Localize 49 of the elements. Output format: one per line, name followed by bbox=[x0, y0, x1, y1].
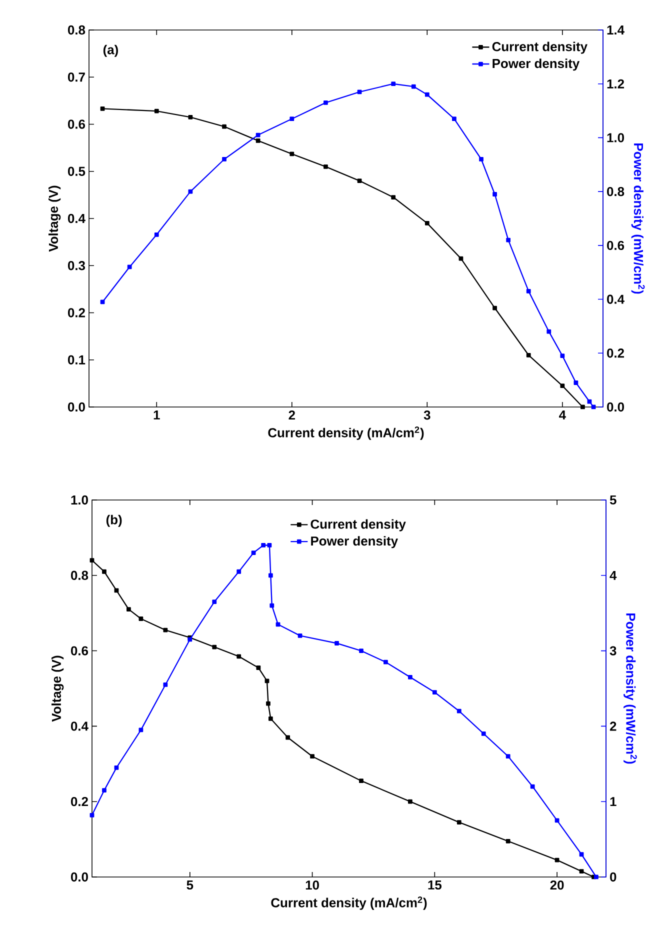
y2-tick-label: 0.6 bbox=[607, 240, 624, 250]
y-axis-title: Voltage (V) bbox=[48, 186, 61, 252]
y2-tick-label: 1 bbox=[610, 797, 616, 806]
y-tick-label: 0.6 bbox=[70, 646, 88, 656]
y-tick-label: 0.2 bbox=[68, 308, 85, 318]
y2-axis-title: Power density (mW/cm$^{2}$) bbox=[631, 144, 645, 294]
y2-tick-label: 0.4 bbox=[607, 294, 624, 304]
y-tick-label: 0.8 bbox=[68, 25, 86, 35]
x-axis-title: Current density (mA/cm$^{2}$) bbox=[268, 426, 424, 440]
annotation: (b) bbox=[106, 514, 122, 527]
x-axis-title: Current density (mA/cm$^{2}$) bbox=[271, 896, 427, 910]
x-tick-label: 3 bbox=[424, 410, 430, 420]
y2-tick-label: 3 bbox=[610, 646, 616, 656]
x-tick-label: 15 bbox=[428, 880, 442, 890]
y-tick-label: 0.2 bbox=[70, 797, 88, 806]
text: 1.0 bbox=[71, 495, 88, 505]
legend-label: Current density bbox=[310, 519, 406, 532]
y2-tick-label: 1.2 bbox=[607, 79, 624, 88]
legend-label: Power density bbox=[311, 536, 398, 548]
x-tick-label: 20 bbox=[550, 880, 564, 890]
y2-tick-label: 0 bbox=[610, 872, 616, 882]
x-tick-label: 10 bbox=[306, 880, 319, 890]
x-tick-label: 5 bbox=[186, 880, 194, 890]
annotation: (a) bbox=[103, 44, 118, 57]
y2-axis-title: Power density (mW/cm$^{2}$) bbox=[624, 614, 637, 764]
y2-tick-label: 1.4 bbox=[607, 26, 624, 34]
y-tick-label: 0.5 bbox=[68, 166, 86, 176]
y-tick-label: 0.3 bbox=[68, 261, 86, 270]
y-tick-label: 0.4 bbox=[70, 722, 88, 731]
y2-tick-label: 0.2 bbox=[607, 348, 624, 358]
y-tick-label: 0.4 bbox=[68, 214, 86, 224]
x-tick-label: 4 bbox=[559, 410, 566, 420]
text: 0.0 bbox=[70, 872, 88, 882]
y2-tick-label: 4 bbox=[610, 570, 617, 580]
y-tick-label: 0.1 bbox=[68, 355, 86, 364]
y2-tick-label: 2 bbox=[610, 722, 616, 731]
legend-label: Current density bbox=[492, 42, 588, 54]
y2-tick-label: 0.8 bbox=[607, 186, 624, 196]
y-axis-title: Voltage (V) bbox=[52, 656, 64, 722]
y-tick-label: 0.7 bbox=[68, 72, 85, 82]
y-tick-label: 0.6 bbox=[68, 120, 86, 129]
y-tick-label: 0.8 bbox=[70, 570, 88, 580]
x-tick-label: 2 bbox=[288, 410, 295, 420]
text: 0.0 bbox=[607, 402, 624, 412]
y2-tick-label: 5 bbox=[610, 495, 616, 505]
text: 1.0 bbox=[607, 133, 624, 142]
x-tick-label: 1 bbox=[154, 410, 160, 420]
legend-label: Power density bbox=[492, 58, 580, 71]
text: 0.0 bbox=[68, 402, 85, 412]
